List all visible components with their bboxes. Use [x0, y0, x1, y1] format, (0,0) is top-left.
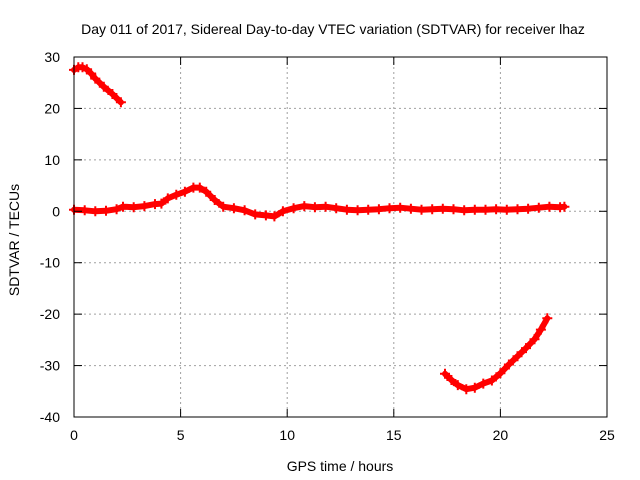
ticks — [73, 56, 608, 418]
y-tick-label-30: 30 — [44, 49, 60, 65]
x-tick-label-25: 25 — [599, 427, 615, 443]
series-main-segment — [71, 184, 568, 220]
point-main-segment-34 — [395, 202, 406, 213]
point-main-segment-28 — [331, 203, 342, 214]
point-lower-segment-2 — [452, 380, 463, 391]
point-main-segment-39 — [448, 204, 459, 215]
point-main-segment-15 — [201, 186, 212, 197]
point-main-segment-23 — [277, 206, 288, 217]
point-main-segment-20 — [250, 209, 261, 220]
x-tick-label-5: 5 — [177, 427, 185, 443]
point-lower-segment-12 — [535, 324, 546, 335]
point-lower-segment-1 — [446, 375, 457, 385]
point-lower-segment-6 — [486, 375, 497, 386]
point-main-segment-48 — [544, 201, 555, 212]
point-main-segment-40 — [459, 205, 470, 216]
point-main-segment-3 — [101, 205, 111, 216]
y-tick-label--40: -40 — [40, 409, 60, 425]
point-lower-segment-7 — [495, 368, 506, 379]
point-main-segment-7 — [139, 201, 150, 212]
point-main-segment-47 — [533, 202, 544, 213]
point-main-segment-25 — [299, 201, 310, 212]
tick-labels: 0 5 10 15 20 25 30 20 10 0 -10 -20 -30 -40 — [40, 49, 615, 443]
plot-frame — [73, 56, 608, 418]
y-tick-label-20: 20 — [44, 100, 60, 116]
series-lower-segment — [442, 315, 551, 393]
point-lower-segment-10 — [521, 343, 531, 354]
point-main-segment-35 — [405, 203, 416, 214]
x-tick-label-0: 0 — [70, 427, 78, 443]
point-main-segment-14 — [194, 182, 205, 193]
point-main-segment-1 — [79, 205, 90, 216]
point-upper-segment-7 — [107, 89, 118, 99]
point-main-segment-17 — [218, 201, 229, 212]
point-lower-segment-13 — [542, 313, 553, 324]
point-main-segment-9 — [156, 198, 167, 209]
point-main-segment-41 — [469, 204, 480, 215]
point-main-segment-43 — [491, 204, 502, 215]
point-main-segment-10 — [162, 193, 173, 204]
y-tick-label--10: -10 — [40, 255, 60, 271]
series-layer — [69, 62, 570, 395]
point-main-segment-46 — [523, 203, 534, 214]
point-main-segment-30 — [352, 205, 363, 216]
x-tick-label-15: 15 — [386, 427, 402, 443]
point-upper-segment-5 — [90, 73, 101, 84]
point-main-segment-22 — [269, 211, 280, 222]
point-main-segment-38 — [437, 203, 448, 214]
point-main-segment-6 — [128, 202, 139, 213]
y-tick-label-0: 0 — [52, 203, 60, 219]
point-main-segment-33 — [384, 203, 395, 214]
point-lower-segment-11 — [529, 334, 540, 345]
x-axis-label: GPS time / hours — [287, 458, 394, 474]
series-upper-segment — [71, 64, 124, 106]
point-main-segment-4 — [111, 204, 122, 215]
point-upper-segment-6 — [98, 81, 109, 92]
point-main-segment-12 — [179, 186, 190, 197]
y-tick-label-10: 10 — [44, 152, 60, 168]
point-main-segment-5 — [118, 201, 128, 212]
x-tick-label-20: 20 — [493, 427, 509, 443]
point-main-segment-37 — [427, 204, 438, 215]
point-upper-segment-8 — [115, 97, 126, 108]
point-main-segment-27 — [320, 201, 331, 212]
y-axis-label: SDTVAR / TECUs — [6, 184, 22, 296]
y-tick-label--30: -30 — [40, 358, 60, 374]
point-lower-segment-9 — [512, 351, 523, 362]
point-main-segment-11 — [171, 189, 182, 200]
point-main-segment-21 — [260, 210, 271, 221]
point-main-segment-45 — [512, 204, 523, 215]
point-main-segment-36 — [416, 204, 427, 215]
point-lower-segment-0 — [440, 368, 450, 379]
point-main-segment-26 — [309, 202, 320, 213]
point-main-segment-18 — [228, 203, 239, 214]
point-main-segment-44 — [501, 204, 512, 215]
point-lower-segment-3 — [461, 384, 472, 395]
point-lower-segment-5 — [478, 378, 489, 389]
point-main-segment-31 — [363, 204, 374, 215]
point-main-segment-16 — [209, 195, 220, 205]
point-main-segment-19 — [239, 205, 250, 216]
point-main-segment-29 — [341, 204, 352, 215]
point-main-segment-24 — [288, 203, 299, 214]
point-lower-segment-8 — [503, 359, 514, 370]
point-lower-segment-4 — [469, 382, 480, 393]
point-main-segment-32 — [373, 204, 384, 215]
grid — [74, 57, 607, 417]
point-main-segment-50 — [559, 201, 570, 212]
chart-title: Day 011 of 2017, Sidereal Day-to-day VTE… — [81, 21, 585, 37]
y-tick-label--20: -20 — [40, 306, 60, 322]
point-upper-segment-4 — [86, 68, 97, 79]
point-main-segment-42 — [480, 204, 491, 215]
x-tick-label-10: 10 — [279, 427, 295, 443]
point-main-segment-2 — [90, 206, 101, 217]
